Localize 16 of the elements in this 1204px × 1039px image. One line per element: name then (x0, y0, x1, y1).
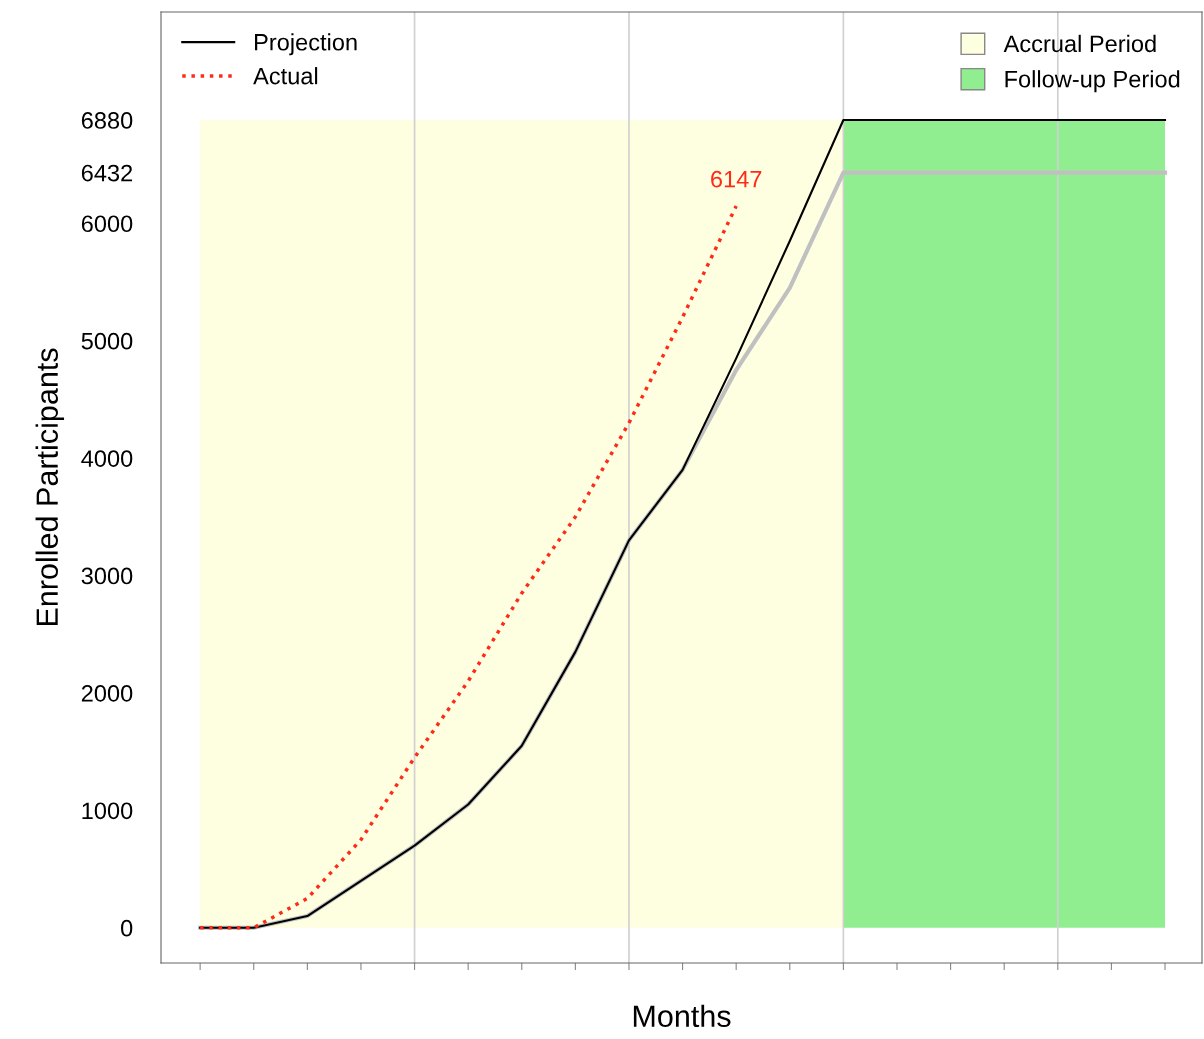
x-axis-title: Months (633, 1004, 731, 1028)
annotation: Accrual Period (1003, 34, 1156, 53)
y-tick-label: 6880 (81, 112, 133, 129)
y-tick-label: 1000 (82, 802, 133, 820)
y-tick-label: 0 (121, 919, 133, 937)
y-axis-title: Enrolled Participants (35, 348, 65, 626)
y-tick-label: 6432 (81, 164, 133, 182)
annotation: 6147 (711, 170, 762, 188)
y-tick-label: 2000 (81, 685, 133, 702)
y-tick-label: 6000 (81, 215, 133, 233)
legend-label: Projection (255, 33, 357, 56)
y-tick-label: 3000 (81, 567, 133, 585)
legend-label: Actual (253, 67, 318, 85)
annotation: Follow-up Period (1005, 70, 1180, 93)
y-tick-label: 4000 (81, 450, 133, 467)
y-tick-label: 5000 (81, 332, 133, 350)
